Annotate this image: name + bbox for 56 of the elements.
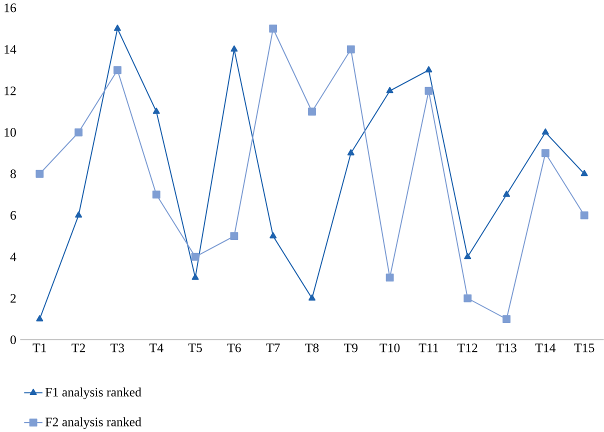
x-tick-label: T11 — [418, 344, 438, 352]
x-tick-label: T5 — [188, 344, 202, 352]
y-tick-label: 0 — [10, 335, 16, 344]
point — [191, 252, 200, 261]
y-tick-label: 16 — [4, 4, 16, 12]
x-tick-label: T10 — [380, 344, 400, 352]
point — [152, 108, 160, 114]
point — [192, 274, 199, 280]
point — [269, 24, 278, 33]
point — [580, 211, 588, 220]
point — [230, 45, 238, 52]
point — [580, 170, 588, 176]
x-tick-label: T14 — [535, 344, 556, 352]
point — [346, 45, 355, 54]
y-tick-label: 8 — [10, 169, 16, 178]
point — [424, 86, 433, 95]
point — [386, 86, 394, 94]
x-tick-label: T12 — [458, 344, 478, 352]
x-tick-label: T6 — [227, 344, 241, 352]
y-tick-label: 2 — [10, 294, 16, 303]
point — [386, 274, 394, 282]
y-tick-label: 10 — [4, 128, 16, 137]
point — [425, 66, 432, 72]
point — [308, 294, 316, 301]
point — [270, 232, 277, 238]
point — [152, 190, 160, 199]
point — [74, 128, 83, 136]
legend-label: F1 analysis ranked — [45, 387, 142, 400]
point — [502, 315, 510, 324]
point — [503, 190, 510, 197]
x-tick-label: T9 — [344, 344, 358, 352]
x-tick-label: T13 — [496, 344, 516, 352]
point — [75, 211, 82, 218]
point — [464, 252, 472, 260]
x-tick-label: T2 — [72, 344, 85, 352]
x-tick-label: T3 — [110, 344, 124, 352]
x-tick-label: T1 — [32, 344, 46, 352]
point — [464, 294, 472, 302]
x-tick-label: T4 — [149, 344, 164, 352]
point — [114, 66, 122, 74]
point — [542, 128, 549, 135]
y-tick-label: 14 — [4, 45, 16, 54]
point — [36, 315, 44, 322]
y-tick-label: 4 — [10, 252, 16, 262]
y-tick-label: 12 — [4, 86, 16, 96]
x-tick-label: T7 — [266, 344, 280, 352]
legend-label: F2 analysis ranked — [45, 417, 142, 429]
x-tick-label: T8 — [305, 344, 319, 352]
point — [114, 24, 121, 31]
point — [347, 149, 354, 156]
point — [36, 170, 44, 178]
point — [230, 232, 238, 240]
point — [541, 149, 550, 158]
point — [308, 108, 316, 116]
x-tick-label: T15 — [574, 344, 594, 352]
y-tick-label: 6 — [10, 210, 16, 220]
